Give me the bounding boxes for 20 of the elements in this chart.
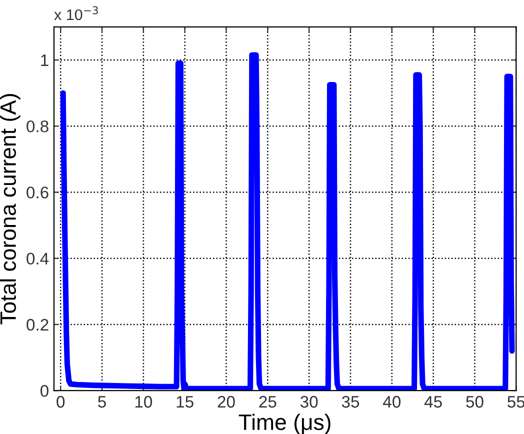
x-tick-label: 25: [259, 396, 276, 408]
x-tick-label: 50: [466, 396, 484, 408]
x-axis-title: Time (μs): [238, 414, 330, 434]
x-tick-label: 30: [300, 396, 318, 408]
y-tick-label: 0.6: [26, 186, 48, 198]
text: x 10$^{−3}$: [54, 6, 98, 20]
x-tick-label: 5: [98, 396, 106, 408]
x-tick-label: 20: [218, 396, 235, 408]
y-axis-title: Total corona current (A): [0, 94, 20, 324]
y-tick-label: 0: [40, 385, 48, 397]
y-tick-label: 0.8: [26, 120, 48, 132]
x-tick-label: 40: [383, 396, 401, 408]
x-tick-label: 10: [135, 396, 152, 408]
y-tick-label: 0.4: [26, 252, 49, 265]
y-tick-label: 1: [41, 54, 48, 66]
x-tick-label: 15: [176, 396, 194, 408]
x-tick-label: 0: [56, 396, 65, 408]
x-tick-label: 35: [342, 396, 360, 408]
y-tick-label: 0.2: [26, 318, 48, 331]
x-tick-label: 45: [424, 396, 442, 408]
